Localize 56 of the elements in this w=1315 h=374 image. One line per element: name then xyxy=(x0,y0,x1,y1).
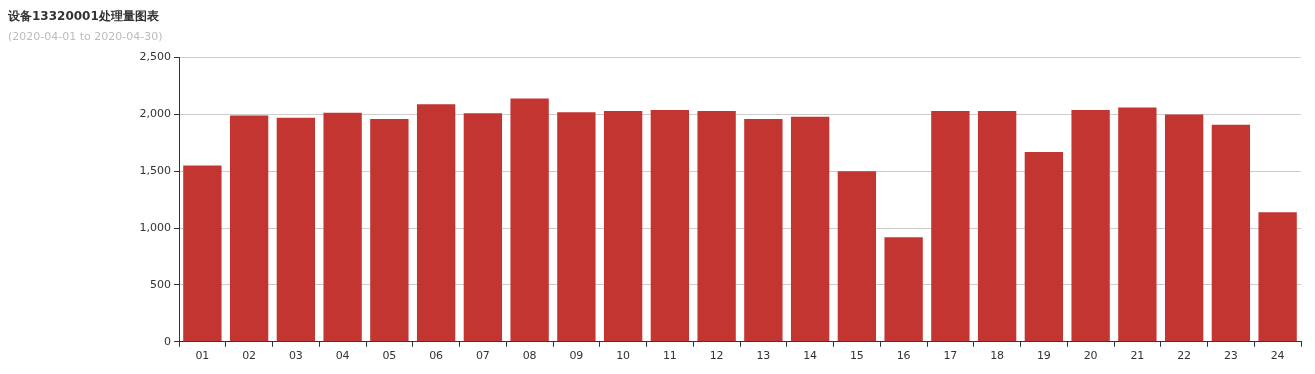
bar xyxy=(229,115,269,342)
text: (2020-04-01 to 2020-04-30) xyxy=(8,29,163,43)
x-tick-label: 22 xyxy=(1177,349,1192,363)
bar xyxy=(510,98,549,342)
bar xyxy=(744,118,783,342)
y-tick-label: 1,500 xyxy=(139,164,171,178)
x-tick-label: 19 xyxy=(1036,349,1051,363)
x-tick-label: 20 xyxy=(1083,349,1098,363)
bar xyxy=(1258,212,1297,342)
bar xyxy=(603,111,643,342)
x-tick-label: 23 xyxy=(1223,349,1238,363)
x-tick-label: 09 xyxy=(569,349,584,363)
bar xyxy=(977,111,1017,342)
x-tick-label: 13 xyxy=(756,349,771,363)
bar xyxy=(323,112,362,342)
bar xyxy=(1118,107,1157,342)
x-tick-label: 03 xyxy=(288,349,303,363)
x-tick-label: 11 xyxy=(662,349,677,363)
y-tick-label: 2,500 xyxy=(139,50,171,64)
x-tick-label: 07 xyxy=(475,349,490,363)
bar xyxy=(1024,151,1064,342)
x-tick-label: 18 xyxy=(990,349,1005,363)
bar xyxy=(557,112,596,342)
y-tick-label: 2,000 xyxy=(139,107,171,121)
x-tick-label: 08 xyxy=(522,349,537,363)
x-tick-label: 10 xyxy=(616,349,631,363)
text: 设备13320001处理量图表 xyxy=(7,9,160,24)
y-tick-label: 500 xyxy=(150,277,171,291)
x-tick-label: 24 xyxy=(1270,349,1285,363)
x-tick-label: 02 xyxy=(242,349,257,363)
bar xyxy=(837,171,877,342)
bar xyxy=(370,118,409,342)
x-tick-label: 01 xyxy=(195,349,210,363)
bar xyxy=(183,165,222,342)
x-tick-label: 06 xyxy=(429,349,444,363)
bar xyxy=(884,237,923,342)
x-tick-label: 04 xyxy=(335,349,350,363)
x-tick-label: 15 xyxy=(849,349,864,363)
bar xyxy=(463,113,503,342)
bar xyxy=(931,111,970,342)
x-tick-label: 12 xyxy=(709,349,724,363)
y-tick-label: 1,000 xyxy=(139,220,171,234)
bar xyxy=(1164,114,1204,342)
bar xyxy=(276,117,316,342)
bar xyxy=(790,116,830,342)
bar xyxy=(650,109,690,342)
bar xyxy=(416,104,456,342)
bar xyxy=(1211,124,1251,342)
x-tick-label: 05 xyxy=(382,349,397,363)
bar xyxy=(697,111,736,342)
y-tick-label: 0 xyxy=(164,334,171,348)
bar xyxy=(1071,109,1110,342)
x-tick-label: 16 xyxy=(896,349,911,363)
x-tick-label: 21 xyxy=(1130,349,1145,363)
x-tick-label: 14 xyxy=(803,349,818,363)
x-tick-label: 17 xyxy=(943,349,958,363)
